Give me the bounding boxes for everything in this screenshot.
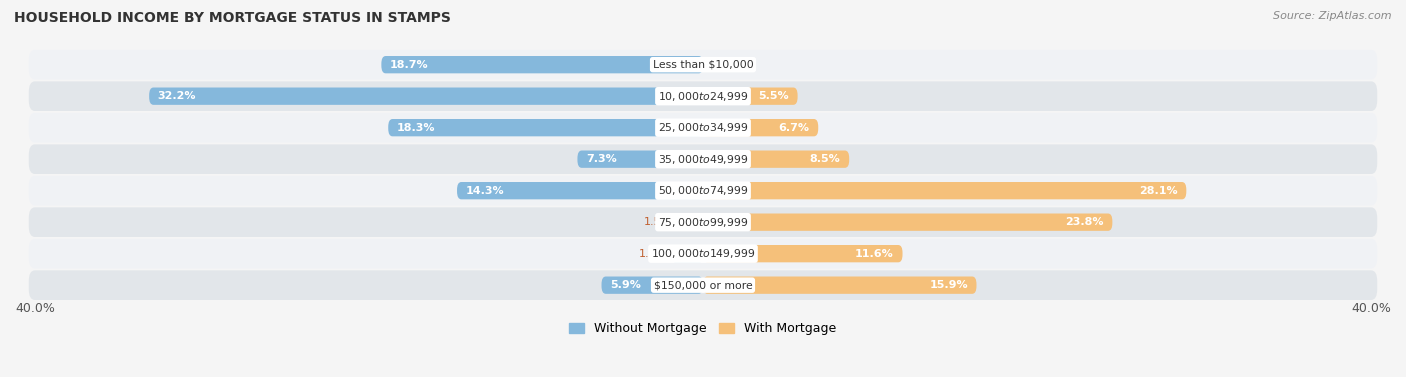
FancyBboxPatch shape [703, 245, 903, 262]
Text: 1.8%: 1.8% [638, 249, 666, 259]
FancyBboxPatch shape [678, 213, 703, 231]
FancyBboxPatch shape [28, 50, 1378, 80]
Text: 23.8%: 23.8% [1066, 217, 1104, 227]
Text: $50,000 to $74,999: $50,000 to $74,999 [658, 184, 748, 197]
Text: 40.0%: 40.0% [1351, 302, 1391, 314]
FancyBboxPatch shape [28, 239, 1378, 268]
FancyBboxPatch shape [703, 213, 1112, 231]
Text: $35,000 to $49,999: $35,000 to $49,999 [658, 153, 748, 166]
FancyBboxPatch shape [703, 119, 818, 136]
FancyBboxPatch shape [28, 270, 1378, 300]
Text: 40.0%: 40.0% [15, 302, 55, 314]
Text: 18.7%: 18.7% [389, 60, 429, 70]
Text: 1.5%: 1.5% [644, 217, 672, 227]
FancyBboxPatch shape [703, 150, 849, 168]
Text: 28.1%: 28.1% [1139, 186, 1178, 196]
FancyBboxPatch shape [28, 176, 1378, 205]
Text: 6.7%: 6.7% [779, 123, 810, 133]
FancyBboxPatch shape [703, 87, 797, 105]
FancyBboxPatch shape [703, 182, 1187, 199]
FancyBboxPatch shape [28, 207, 1378, 237]
Text: $75,000 to $99,999: $75,000 to $99,999 [658, 216, 748, 229]
FancyBboxPatch shape [28, 113, 1378, 143]
Text: 18.3%: 18.3% [396, 123, 436, 133]
Text: 5.9%: 5.9% [610, 280, 641, 290]
Text: HOUSEHOLD INCOME BY MORTGAGE STATUS IN STAMPS: HOUSEHOLD INCOME BY MORTGAGE STATUS IN S… [14, 11, 451, 25]
FancyBboxPatch shape [388, 119, 703, 136]
Text: 15.9%: 15.9% [929, 280, 967, 290]
FancyBboxPatch shape [672, 245, 703, 262]
FancyBboxPatch shape [28, 81, 1378, 111]
Text: $25,000 to $34,999: $25,000 to $34,999 [658, 121, 748, 134]
FancyBboxPatch shape [602, 276, 703, 294]
Text: Less than $10,000: Less than $10,000 [652, 60, 754, 70]
Text: 32.2%: 32.2% [157, 91, 197, 101]
FancyBboxPatch shape [28, 144, 1378, 174]
Text: $150,000 or more: $150,000 or more [654, 280, 752, 290]
Text: 14.3%: 14.3% [465, 186, 505, 196]
FancyBboxPatch shape [578, 150, 703, 168]
Text: $100,000 to $149,999: $100,000 to $149,999 [651, 247, 755, 260]
Text: 0.0%: 0.0% [709, 60, 737, 70]
Text: 7.3%: 7.3% [586, 154, 617, 164]
Text: 8.5%: 8.5% [810, 154, 841, 164]
FancyBboxPatch shape [457, 182, 703, 199]
FancyBboxPatch shape [703, 276, 977, 294]
FancyBboxPatch shape [149, 87, 703, 105]
FancyBboxPatch shape [381, 56, 703, 74]
Legend: Without Mortgage, With Mortgage: Without Mortgage, With Mortgage [564, 317, 842, 340]
Text: $10,000 to $24,999: $10,000 to $24,999 [658, 90, 748, 103]
Text: Source: ZipAtlas.com: Source: ZipAtlas.com [1274, 11, 1392, 21]
Text: 5.5%: 5.5% [758, 91, 789, 101]
Text: 11.6%: 11.6% [855, 249, 894, 259]
